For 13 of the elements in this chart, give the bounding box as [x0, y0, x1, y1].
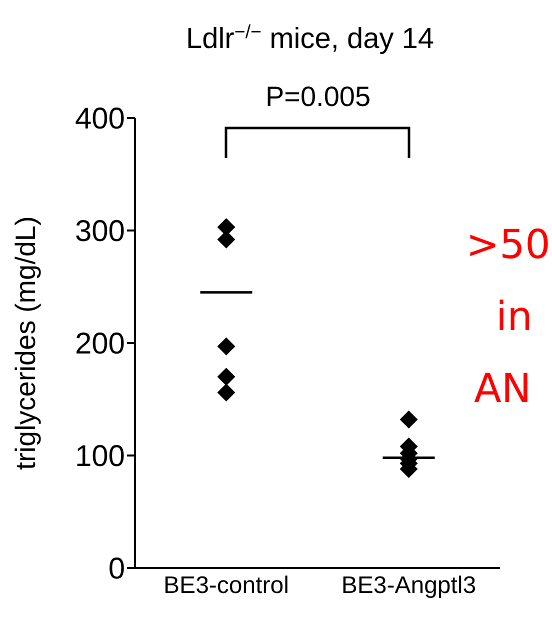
- annotation: in: [496, 294, 532, 340]
- x-tick-label: BE3-Angptl3: [341, 572, 476, 600]
- y-tick-label: 300: [74, 215, 125, 248]
- y-tick-label: 400: [74, 102, 125, 136]
- annotation: >50: [466, 222, 550, 268]
- chart-title: Ldlr$^{−/−}$ mice, day 14: [186, 20, 434, 55]
- y-tick-label: 200: [74, 328, 125, 361]
- x-tick-label: BE3-control: [164, 572, 289, 600]
- y-tick-label: 100: [74, 440, 125, 474]
- y-axis-title: triglycerides (mg/dL): [10, 216, 41, 470]
- y-tick-label: 0: [108, 552, 125, 586]
- text: P=0.005: [265, 81, 371, 112]
- annotation: AN: [474, 366, 532, 412]
